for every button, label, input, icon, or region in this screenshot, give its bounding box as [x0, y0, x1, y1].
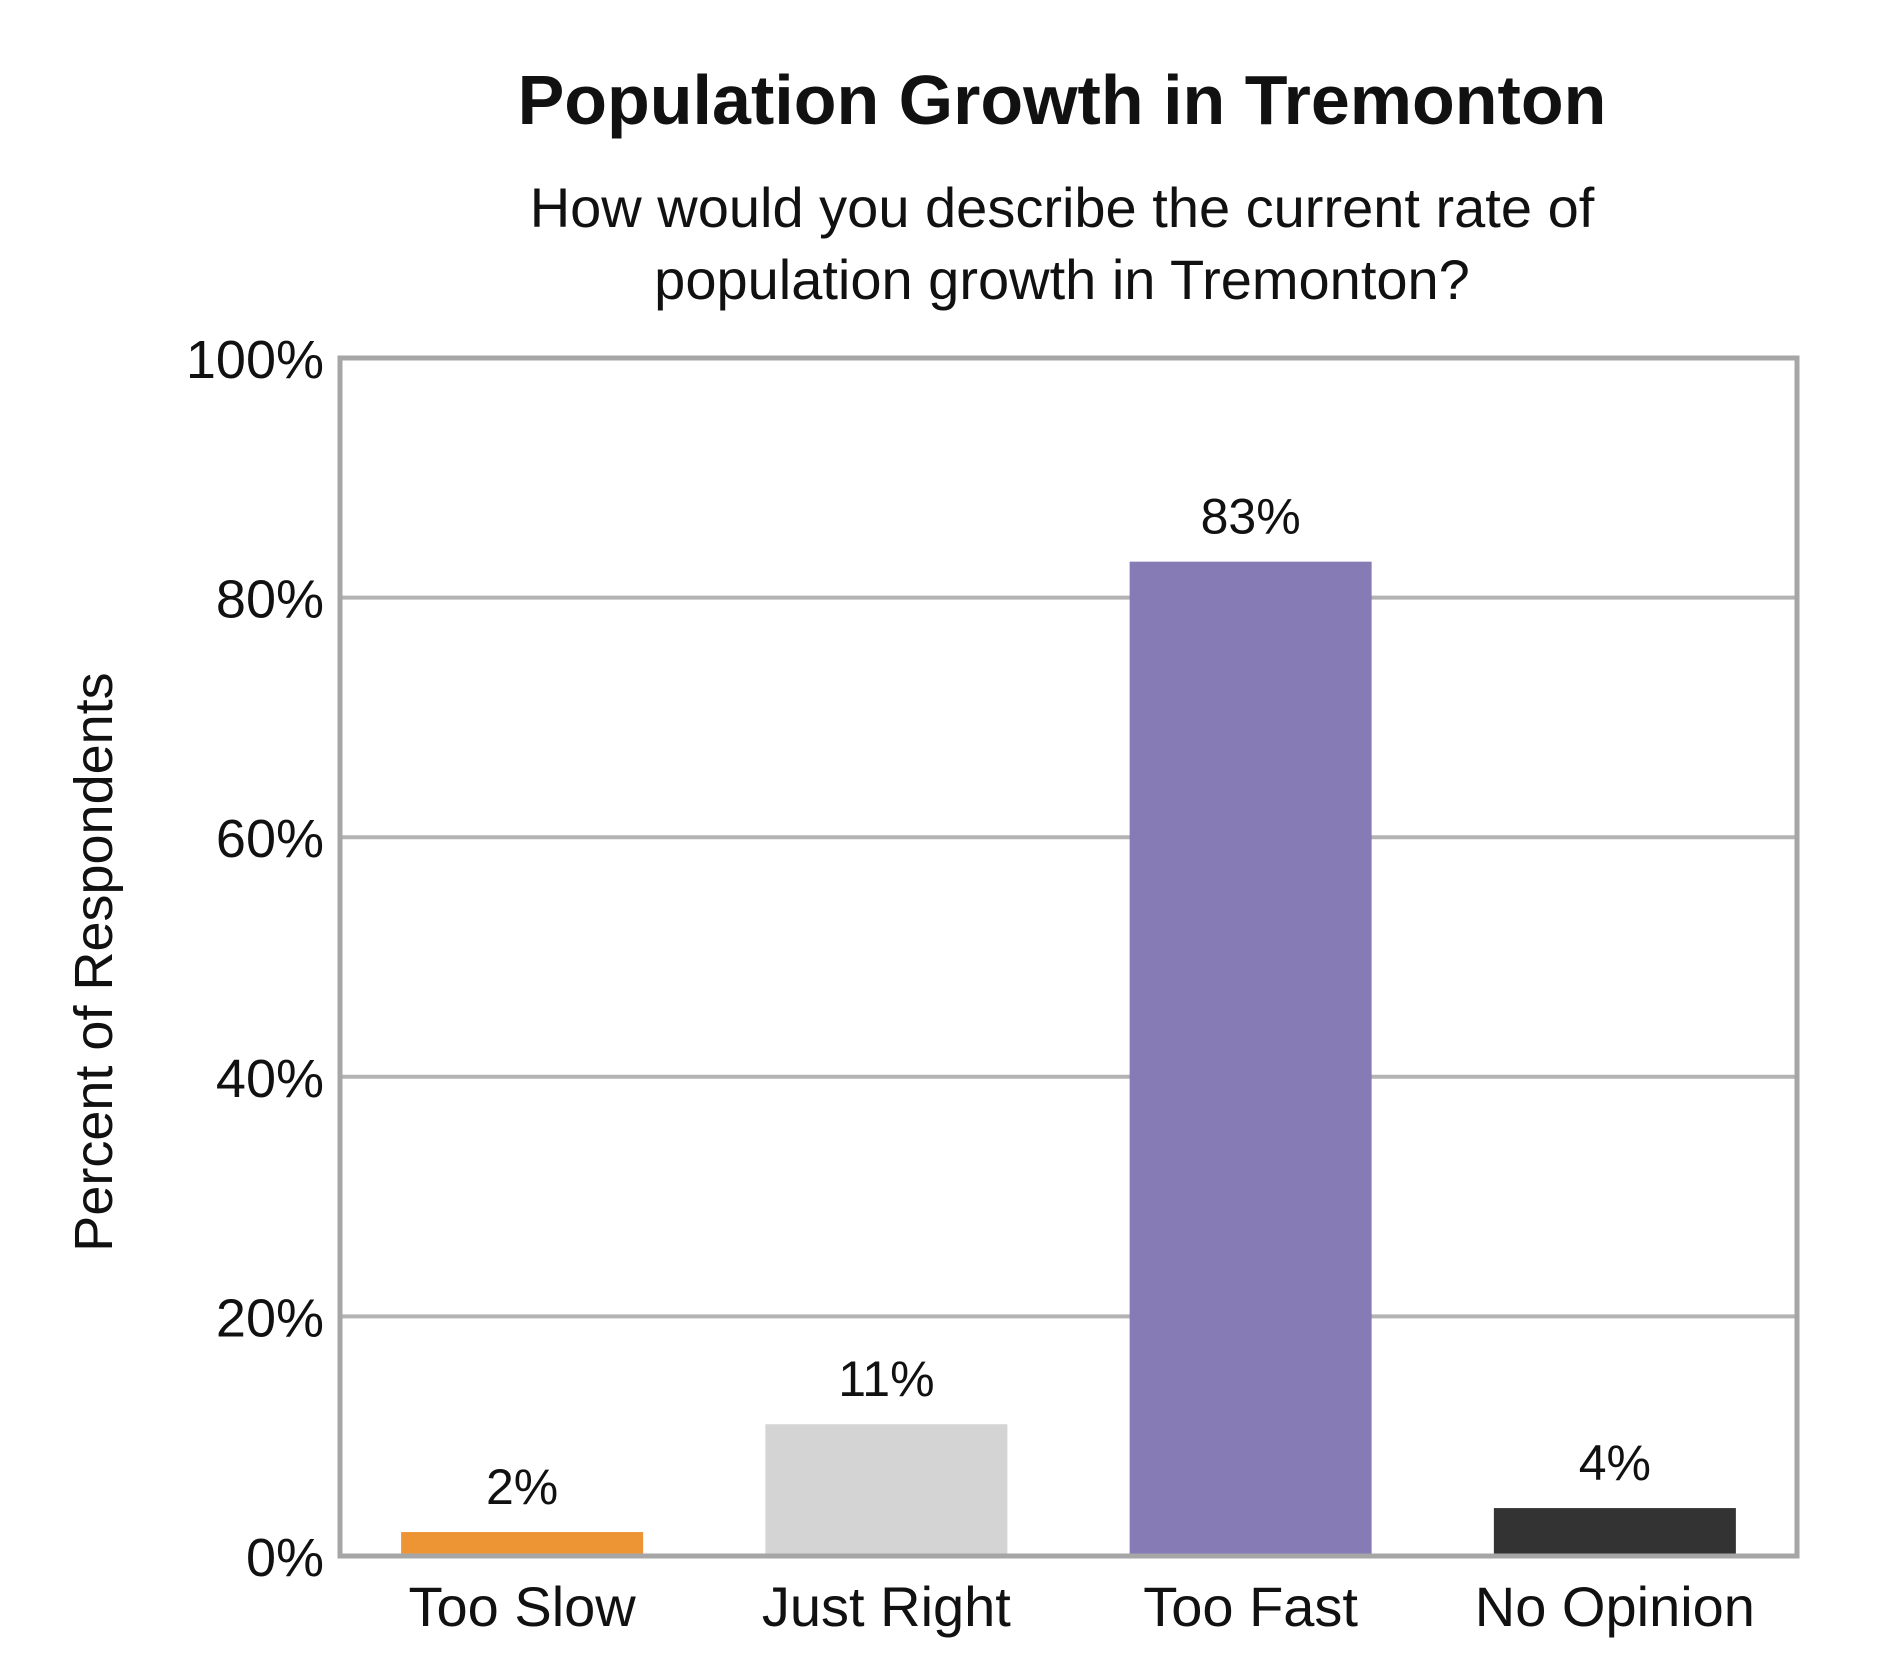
bar-just-right — [765, 1424, 1008, 1556]
chart-subtitle: How would you describe the current rate … — [0, 172, 1890, 316]
bars — [401, 561, 1736, 1556]
y-tick-label: 60% — [216, 809, 324, 869]
data-label: 2% — [486, 1459, 558, 1515]
plot-frame — [337, 355, 1800, 1559]
data-labels: 2% 11% 83% 4% — [486, 489, 1651, 1515]
gridlines — [340, 595, 1797, 1319]
data-label: 11% — [838, 1351, 934, 1407]
bar-too-fast — [1129, 561, 1372, 1556]
chart-subtitle-line-2: population growth in Tremonton? — [654, 248, 1470, 311]
y-axis-label: Percent of Respondents — [64, 672, 124, 1251]
y-axis-ticks: 0% 20% 40% 60% 80% 100% — [186, 330, 324, 1588]
x-tick-label: Too Fast — [1143, 1575, 1358, 1638]
bar-no-opinion — [1493, 1508, 1736, 1556]
chart-subtitle-line-1: How would you describe the current rate … — [529, 176, 1595, 239]
data-label: 83% — [1201, 489, 1301, 545]
y-tick-label: 80% — [216, 570, 324, 630]
data-label: 4% — [1579, 1435, 1651, 1491]
x-tick-label: Too Slow — [409, 1575, 637, 1638]
y-tick-label: 40% — [216, 1049, 324, 1109]
x-tick-label: Just Right — [762, 1575, 1011, 1638]
bar-too-slow — [401, 1532, 644, 1556]
chart-title: Population Growth in Tremonton — [517, 61, 1607, 139]
x-tick-label: No Opinion — [1475, 1575, 1755, 1638]
y-tick-label: 20% — [216, 1288, 324, 1348]
y-tick-label: 100% — [186, 330, 324, 390]
x-axis-ticks: Too Slow Just Right Too Fast No Opinion — [409, 1575, 1755, 1638]
y-tick-label: 0% — [246, 1528, 324, 1588]
